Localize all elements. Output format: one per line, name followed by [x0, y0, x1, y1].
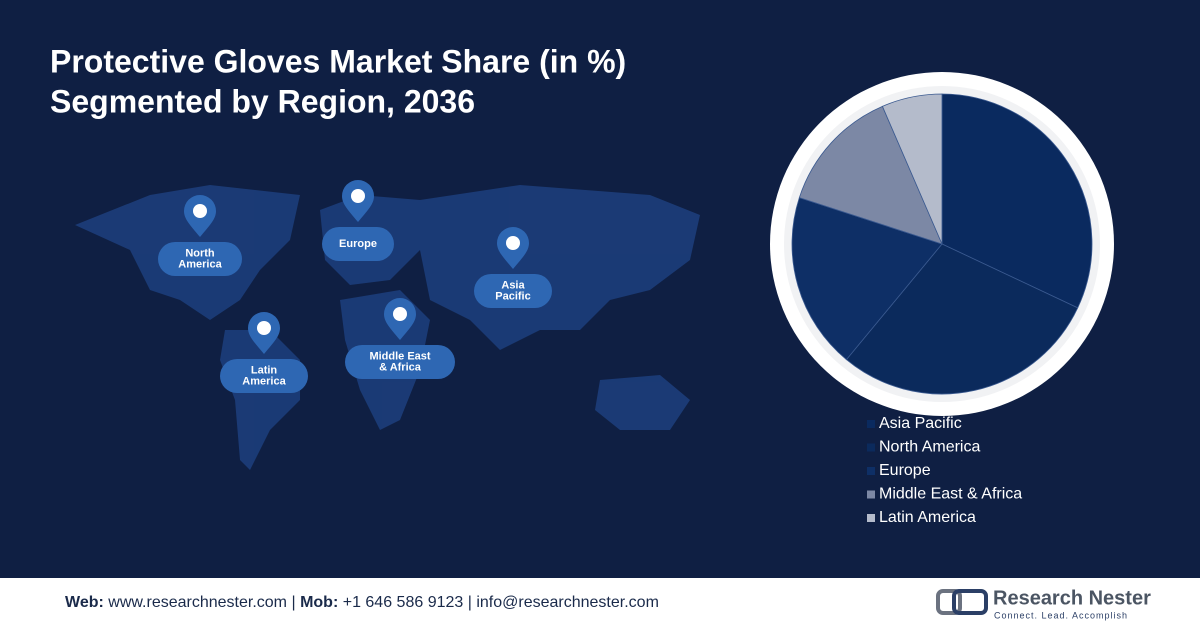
logo: Research Nester Connect. Lead. Accomplis… [936, 587, 1151, 620]
legend-swatch [867, 514, 875, 522]
footer-email: info@researchnester.com [476, 594, 659, 611]
map-label: Europe [339, 238, 377, 250]
legend-label: Latin America [879, 509, 976, 526]
pin-dot [257, 321, 271, 335]
pin-dot [351, 189, 365, 203]
pie-slice [791, 197, 943, 361]
legend-swatch [867, 443, 875, 452]
legend: Asia Pacific North America Europe Middle Ea… [867, 415, 1022, 526]
footer-mob-label: Mob: [300, 594, 338, 611]
footer-web-label: Web: [65, 594, 104, 611]
pin-dot [193, 204, 207, 218]
pie-chart [770, 72, 1114, 416]
legend-swatch [867, 420, 875, 428]
map-label: America [242, 375, 286, 387]
map-label: Middle East [369, 350, 430, 362]
map-label: Asia [501, 279, 525, 291]
title-line: Protective Gloves Market Share (in %) [50, 43, 626, 79]
legend-label: Asia Pacific [879, 415, 962, 432]
map-labels: NorthAmericaEuropeAsiaPacificLatinAmeric… [158, 180, 552, 393]
legend-label: Europe [879, 462, 931, 479]
label-pill [345, 345, 455, 379]
map-label: Latin [251, 364, 278, 376]
footer-mob: +1 646 586 9123 [343, 594, 464, 611]
label-pill [220, 359, 308, 393]
pin-dot [506, 236, 520, 250]
footer-text: Web: www.researchnester.com | Mob: +1 64… [65, 594, 659, 611]
label-pill [158, 242, 242, 276]
legend-swatch [867, 467, 875, 475]
pin-dot [393, 307, 407, 321]
pie-slice [798, 105, 943, 245]
footer-separator: | [468, 594, 472, 611]
label-pill [322, 227, 394, 261]
pie-slice [941, 93, 1093, 309]
footer-bar [0, 578, 1200, 628]
logo-tagline: Connect. Lead. Accomplish [994, 610, 1128, 620]
label-pill [474, 274, 552, 308]
logo-icon [952, 589, 988, 615]
pie-slice [881, 93, 943, 245]
map-label: America [178, 258, 222, 270]
logo-icon [936, 589, 962, 615]
legend-label: Middle East & Africa [879, 486, 1022, 503]
map-label: & Africa [379, 361, 422, 373]
legend-swatch [867, 490, 875, 499]
map-label: Pacific [495, 290, 530, 302]
footer-web: www.researchnester.com [107, 594, 287, 611]
footer-separator: | [291, 594, 295, 611]
pie-slice [845, 243, 1079, 395]
logo-name: Research Nester [993, 587, 1151, 609]
title-line: Segmented by Region, 2036 [50, 83, 475, 119]
legend-label: North America [879, 439, 980, 456]
map-label: North [185, 247, 215, 259]
